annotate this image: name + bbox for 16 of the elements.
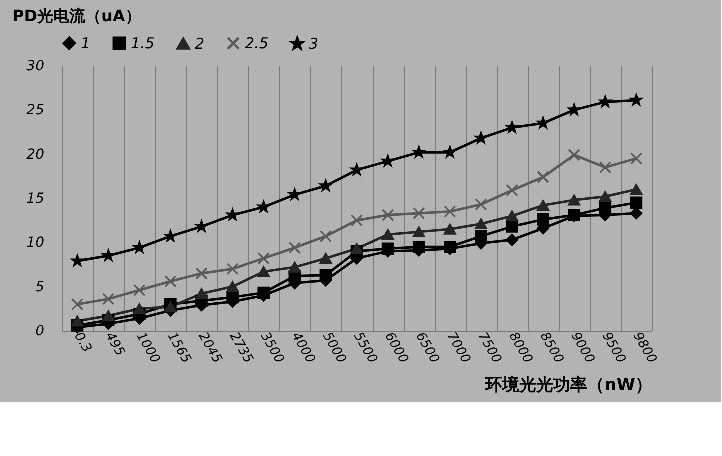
y-tick-label: 30 xyxy=(26,58,45,74)
y-tick-label: 0 xyxy=(36,324,45,340)
y-tick-label: 5 xyxy=(36,279,45,296)
y-tick-label: 15 xyxy=(26,191,45,207)
legend-label: 1.5 xyxy=(131,34,155,53)
y-axis-title: PD光电流（uA） xyxy=(12,6,142,26)
x-tick-label: 495 xyxy=(102,330,128,359)
legend-label: 3 xyxy=(309,35,319,54)
legend-label: 1 xyxy=(81,34,91,53)
y-tick-label: 10 xyxy=(26,235,45,252)
x-tick-label: 0.3 xyxy=(71,330,94,356)
x-axis-title: 环境光光功率（nW） xyxy=(484,376,652,396)
legend-label: 2.5 xyxy=(245,34,269,53)
legend-label: 2 xyxy=(195,34,205,53)
y-tick-label: 25 xyxy=(26,102,45,119)
y-tick-label: 20 xyxy=(26,146,45,163)
